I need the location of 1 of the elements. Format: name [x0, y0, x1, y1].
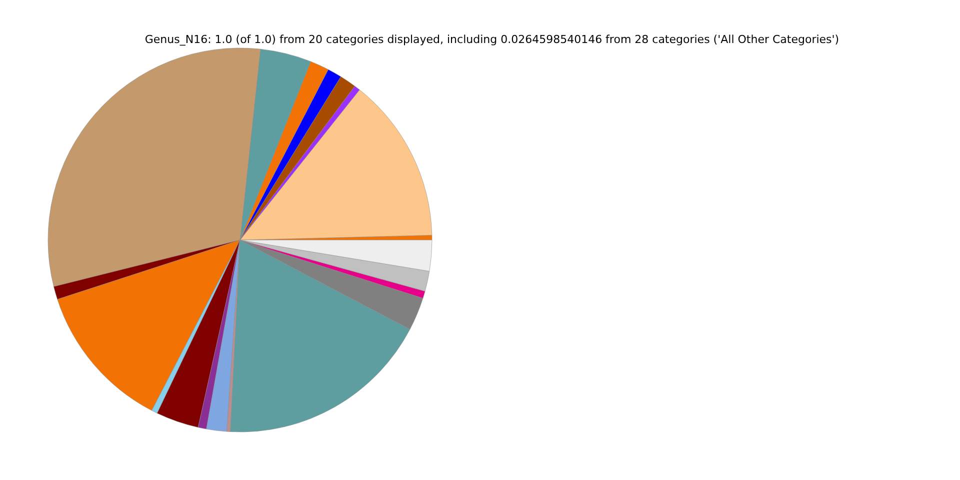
text: Genus_N16: 1.0 (of 1.0) from 20 categories displayed, including 0.0264598540146 from 28 categories ('All Other Categories')	[144, 33, 840, 46]
